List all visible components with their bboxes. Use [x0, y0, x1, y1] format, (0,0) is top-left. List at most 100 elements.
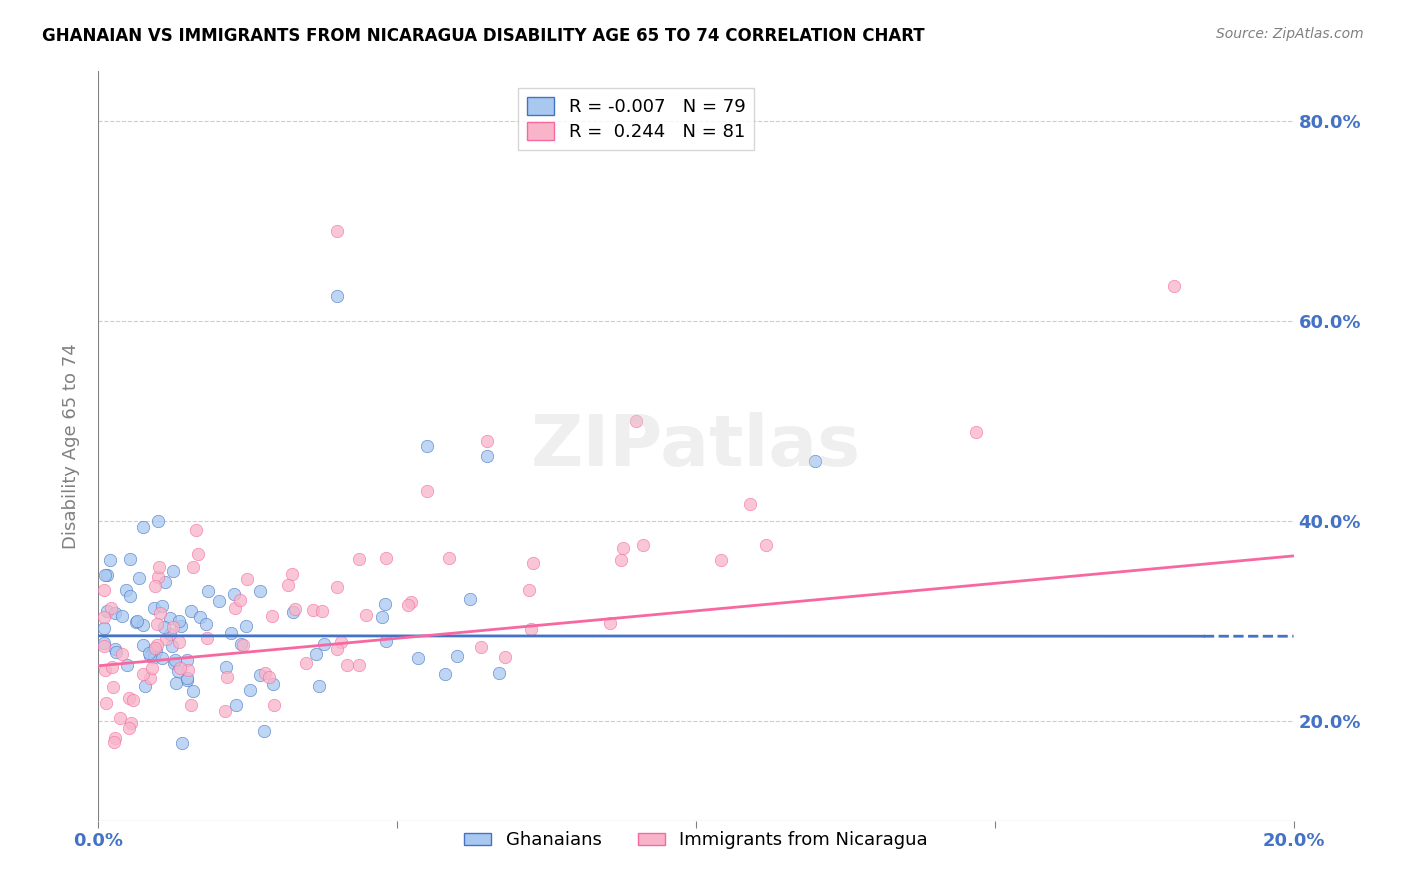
- Point: [347, 552, 370, 566]
- Point: [96, 604, 118, 618]
- Point: [215, 670, 238, 684]
- Point: [195, 631, 218, 645]
- Point: [354, 607, 377, 622]
- Point: [183, 684, 205, 698]
- Point: [153, 574, 176, 589]
- Point: [475, 449, 498, 463]
- Point: [329, 635, 352, 649]
- Text: Source: ZipAtlas.com: Source: ZipAtlas.com: [1216, 27, 1364, 41]
- Point: [488, 666, 510, 681]
- Point: [94, 567, 117, 582]
- Point: [101, 660, 124, 674]
- Point: [416, 439, 439, 453]
- Point: [167, 635, 190, 649]
- Point: [143, 579, 166, 593]
- Point: [326, 642, 349, 657]
- Point: [128, 572, 150, 586]
- Point: [612, 541, 634, 555]
- Point: [253, 666, 276, 681]
- Point: [132, 667, 155, 681]
- Point: [167, 614, 190, 628]
- Point: [146, 639, 169, 653]
- Point: [176, 673, 198, 687]
- Point: [235, 619, 257, 633]
- Point: [277, 578, 299, 592]
- Point: [374, 633, 396, 648]
- Point: [120, 589, 142, 603]
- Point: [326, 224, 349, 238]
- Point: [93, 583, 115, 598]
- Point: [208, 594, 231, 608]
- Point: [305, 648, 328, 662]
- Point: [143, 601, 166, 615]
- Point: [229, 637, 252, 651]
- Point: [326, 289, 349, 303]
- Point: [93, 621, 115, 635]
- Point: [188, 609, 211, 624]
- Point: [374, 597, 396, 611]
- Point: [94, 697, 117, 711]
- Point: [738, 497, 761, 511]
- Point: [336, 658, 359, 673]
- Point: [167, 664, 190, 678]
- Point: [308, 679, 330, 693]
- Point: [103, 735, 125, 749]
- Point: [225, 698, 247, 712]
- Point: [228, 593, 250, 607]
- Point: [121, 693, 143, 707]
- Point: [295, 657, 318, 671]
- Point: [143, 640, 166, 655]
- Point: [142, 650, 165, 665]
- Point: [125, 614, 148, 628]
- Point: [408, 650, 430, 665]
- Point: [710, 552, 733, 566]
- Point: [610, 553, 633, 567]
- Point: [159, 627, 181, 641]
- Point: [184, 523, 207, 537]
- Legend: Ghanaians, Immigrants from Nicaragua: Ghanaians, Immigrants from Nicaragua: [457, 824, 935, 856]
- Point: [370, 609, 392, 624]
- Point: [260, 609, 283, 624]
- Point: [118, 721, 141, 735]
- Point: [631, 538, 654, 552]
- Point: [194, 616, 217, 631]
- Point: [494, 649, 516, 664]
- Point: [104, 606, 127, 620]
- Point: [302, 603, 325, 617]
- Point: [104, 731, 127, 745]
- Point: [93, 609, 115, 624]
- Point: [180, 698, 202, 712]
- Point: [108, 711, 131, 725]
- Point: [139, 649, 162, 664]
- Point: [253, 724, 276, 739]
- Point: [1163, 279, 1185, 293]
- Point: [284, 601, 307, 615]
- Point: [115, 658, 138, 673]
- Point: [312, 637, 335, 651]
- Point: [170, 736, 193, 750]
- Point: [215, 660, 238, 674]
- Point: [458, 591, 481, 606]
- Point: [149, 607, 172, 621]
- Point: [94, 663, 117, 677]
- Point: [224, 601, 246, 615]
- Point: [139, 671, 162, 685]
- Point: [134, 679, 156, 693]
- Point: [159, 610, 181, 624]
- Point: [105, 645, 128, 659]
- Point: [146, 570, 169, 584]
- Point: [148, 560, 170, 574]
- Point: [347, 657, 370, 672]
- Point: [111, 648, 134, 662]
- Point: [239, 683, 262, 698]
- Point: [599, 615, 621, 630]
- Text: GHANAIAN VS IMMIGRANTS FROM NICARAGUA DISABILITY AGE 65 TO 74 CORRELATION CHART: GHANAIAN VS IMMIGRANTS FROM NICARAGUA DI…: [42, 27, 925, 45]
- Point: [176, 653, 198, 667]
- Point: [517, 582, 540, 597]
- Point: [160, 640, 183, 654]
- Point: [416, 483, 439, 498]
- Point: [163, 653, 186, 667]
- Point: [138, 646, 160, 660]
- Text: ZIPatlas: ZIPatlas: [531, 411, 860, 481]
- Point: [475, 434, 498, 448]
